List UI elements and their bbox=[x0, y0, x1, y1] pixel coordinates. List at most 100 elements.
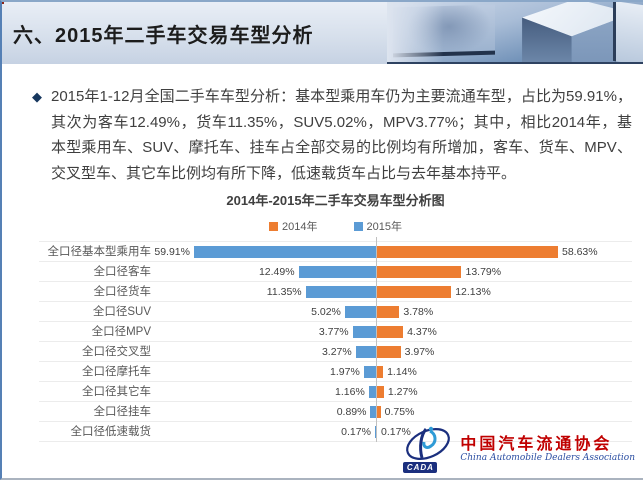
value-label-2015: 11.35% bbox=[266, 286, 302, 298]
left-bar-zone: 12.49% bbox=[151, 262, 376, 281]
value-label-2015: 1.97% bbox=[330, 366, 360, 378]
chart-row: 全口径交叉型 3.27% 3.97% bbox=[39, 342, 632, 362]
intro-text: 2015年1-12月全国二手车车型分析：基本型乘用车仍为主要流通车型，占比为59… bbox=[51, 88, 632, 182]
bar-2015 bbox=[363, 366, 376, 378]
bar-2015 bbox=[344, 306, 376, 318]
diamond-bullet-icon: ◆ bbox=[32, 89, 42, 104]
value-label-2014: 13.79% bbox=[465, 266, 502, 278]
left-bar-zone: 0.89% bbox=[151, 402, 376, 421]
right-bar-zone: 58.63% bbox=[376, 242, 632, 261]
category-label: 全口径MPV bbox=[91, 326, 151, 338]
cubes-image bbox=[387, 2, 643, 64]
left-bar-zone: 3.77% bbox=[151, 322, 376, 341]
cube-icon bbox=[393, 4, 495, 58]
header-band: 六、2015年二手车交易车型分析 bbox=[2, 2, 643, 64]
right-bar-zone: 4.37% bbox=[376, 322, 632, 341]
chart-legend: 2014年 2015年 bbox=[39, 218, 632, 234]
intro-paragraph: ◆ 2015年1-12月全国二手车车型分析：基本型乘用车仍为主要流通车型，占比为… bbox=[32, 84, 632, 186]
value-label-2015: 59.91% bbox=[154, 246, 190, 258]
value-label-2015: 3.77% bbox=[318, 326, 349, 338]
value-label-2014: 1.14% bbox=[387, 366, 417, 378]
right-bar-zone: 1.27% bbox=[376, 382, 632, 401]
bar-2014 bbox=[376, 266, 462, 278]
category-label: 全口径交叉型 bbox=[82, 346, 151, 358]
org-names: 中国汽车流通协会 China Automobile Dealers Associ… bbox=[460, 433, 635, 464]
bar-2014 bbox=[376, 326, 404, 338]
right-bar-zone: 3.97% bbox=[376, 342, 632, 361]
value-label-2014: 58.63% bbox=[562, 246, 598, 258]
category-label: 全口径货车 bbox=[93, 286, 152, 298]
value-label-2014: 1.27% bbox=[387, 386, 418, 398]
bar-2014 bbox=[376, 406, 381, 418]
value-label-2014: 0.75% bbox=[384, 406, 415, 418]
bar-2015 bbox=[194, 246, 376, 258]
cube-icon bbox=[613, 2, 643, 62]
category-label: 全口径客车 bbox=[93, 266, 152, 278]
org-name-en: China Automobile Dealers Association bbox=[460, 453, 635, 464]
bar-2015 bbox=[305, 286, 376, 298]
legend-item-2015: 2015年 bbox=[353, 218, 402, 234]
left-bar-zone: 59.91% bbox=[151, 242, 376, 261]
value-label-2015: 5.02% bbox=[311, 306, 341, 318]
left-bar-zone: 0.17% bbox=[151, 422, 376, 441]
value-label-2014: 3.97% bbox=[404, 346, 435, 358]
bar-2014 bbox=[376, 386, 384, 398]
chart-row: 全口径SUV 5.02% 3.78% bbox=[39, 302, 632, 322]
value-label-2015: 0.89% bbox=[336, 406, 367, 418]
org-name-cn: 中国汽车流通协会 bbox=[460, 433, 613, 453]
bar-2014 bbox=[376, 286, 452, 298]
right-bar-zone: 3.78% bbox=[376, 302, 632, 321]
chart-row: 全口径挂车 0.89% 0.75% bbox=[39, 402, 632, 422]
bar-2014 bbox=[376, 306, 400, 318]
legend-label-2014: 2014年 bbox=[282, 221, 318, 233]
chart-row: 全口径摩托车 1.97% 1.14% bbox=[39, 362, 632, 382]
bar-2015 bbox=[298, 266, 376, 278]
chart-plot-area: 全口径基本型乘用车 59.91% 58.63% 全口径客车 12.49% 13.79% 全口… bbox=[39, 237, 632, 442]
bar-2015 bbox=[352, 326, 376, 338]
left-bar-zone: 11.35% bbox=[151, 282, 376, 301]
category-label: 全口径SUV bbox=[92, 306, 151, 318]
cada-logo: CADA 中国汽车流通协会 China Automobile Dealers A… bbox=[401, 425, 635, 473]
legend-label-2015: 2015年 bbox=[366, 221, 402, 233]
category-label: 全口径基本型乘用车 bbox=[47, 246, 152, 258]
chart-row: 全口径货车 11.35% 12.13% bbox=[39, 282, 632, 302]
cada-abbr: CADA bbox=[403, 462, 438, 473]
bar-2015 bbox=[374, 426, 376, 438]
page-title: 六、2015年二手车交易车型分析 bbox=[13, 25, 314, 47]
bar-2014 bbox=[376, 366, 384, 378]
right-bar-zone: 1.14% bbox=[376, 362, 632, 381]
left-bar-zone: 1.16% bbox=[151, 382, 376, 401]
bar-2014 bbox=[376, 246, 558, 258]
legend-item-2014: 2014年 bbox=[269, 218, 318, 234]
chart-row: 全口径客车 12.49% 13.79% bbox=[39, 262, 632, 282]
right-bar-zone: 12.13% bbox=[376, 282, 632, 301]
chart: 2014年-2015年二手车交易车型分析图 2014年 2015年 全口径基本型… bbox=[39, 190, 632, 442]
center-axis-line bbox=[376, 237, 377, 442]
left-bar-zone: 5.02% bbox=[151, 302, 376, 321]
legend-swatch-2014 bbox=[269, 221, 279, 231]
value-label-2015: 0.17% bbox=[341, 426, 371, 438]
value-label-2015: 3.27% bbox=[321, 346, 352, 358]
bar-2015 bbox=[370, 406, 376, 418]
left-bar-zone: 1.97% bbox=[151, 362, 376, 381]
bar-2015 bbox=[355, 346, 376, 358]
category-label: 全口径摩托车 bbox=[82, 366, 151, 378]
chart-row: 全口径其它车 1.16% 1.27% bbox=[39, 382, 632, 402]
bar-2015 bbox=[368, 386, 376, 398]
right-bar-zone: 13.79% bbox=[376, 262, 632, 281]
cube-icon bbox=[515, 2, 633, 62]
category-label: 全口径挂车 bbox=[93, 406, 152, 418]
bar-2014 bbox=[376, 346, 401, 358]
category-label: 全口径低速载货 bbox=[70, 426, 152, 438]
chart-row: 全口径基本型乘用车 59.91% 58.63% bbox=[39, 242, 632, 262]
value-label-2015: 1.16% bbox=[335, 386, 365, 398]
cada-emblem-icon: CADA bbox=[401, 425, 455, 473]
corner-accent bbox=[2, 2, 4, 4]
chart-row: 全口径低速载货 0.17% 0.17% bbox=[39, 422, 632, 442]
value-label-2015: 12.49% bbox=[258, 266, 295, 278]
right-bar-zone: 0.75% bbox=[376, 402, 632, 421]
value-label-2014: 3.78% bbox=[403, 306, 434, 318]
value-label-2014: 4.37% bbox=[407, 326, 437, 338]
value-label-2014: 0.17% bbox=[381, 426, 411, 438]
